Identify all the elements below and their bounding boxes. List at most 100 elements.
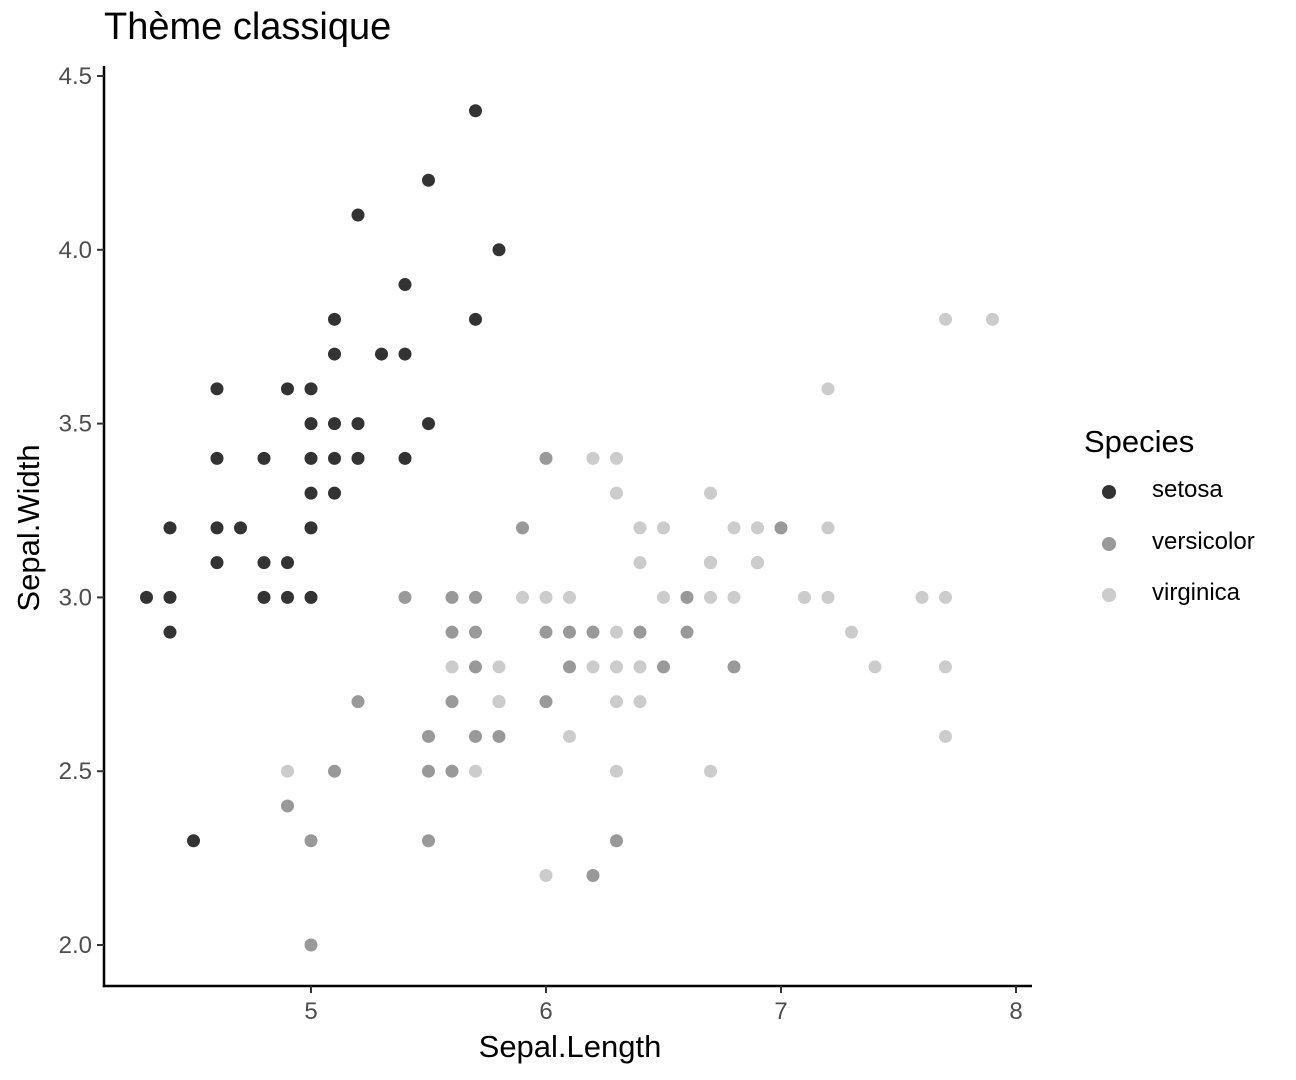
point-versicolor bbox=[586, 868, 600, 882]
point-virginica bbox=[539, 868, 553, 882]
point-setosa bbox=[328, 347, 341, 361]
legend-title: Species bbox=[1084, 424, 1195, 459]
point-setosa bbox=[328, 312, 341, 326]
point-versicolor bbox=[774, 521, 788, 535]
point-virginica bbox=[704, 764, 717, 778]
point-setosa bbox=[304, 417, 318, 431]
point-virginica bbox=[821, 521, 835, 535]
point-versicolor bbox=[727, 660, 741, 674]
point-setosa bbox=[281, 556, 294, 570]
point-virginica bbox=[821, 382, 835, 396]
point-setosa bbox=[187, 834, 200, 848]
point-virginica bbox=[610, 486, 623, 500]
y-tick-label: 2.5 bbox=[59, 758, 92, 785]
point-setosa bbox=[304, 486, 318, 500]
point-setosa bbox=[257, 590, 271, 604]
x-axis-ticks: 5 6 7 8 bbox=[304, 986, 1023, 1025]
point-virginica bbox=[704, 590, 717, 604]
point-setosa bbox=[210, 521, 224, 535]
point-versicolor bbox=[633, 625, 647, 639]
point-virginica bbox=[751, 521, 764, 535]
point-versicolor bbox=[586, 625, 600, 639]
y-axis-ticks: 2.0 2.5 3.0 3.5 4.0 4.5 bbox=[59, 63, 104, 959]
point-virginica bbox=[939, 590, 952, 604]
point-versicolor bbox=[328, 764, 341, 778]
point-virginica bbox=[563, 729, 576, 743]
legend: Species setosa versicolor virginica bbox=[1084, 424, 1255, 631]
point-setosa bbox=[257, 451, 271, 465]
point-setosa bbox=[351, 417, 365, 431]
point-virginica bbox=[986, 312, 999, 326]
point-versicolor bbox=[492, 729, 506, 743]
point-setosa bbox=[304, 521, 318, 535]
y-tick-label: 3.5 bbox=[59, 411, 92, 438]
point-versicolor bbox=[469, 729, 482, 743]
point-virginica bbox=[704, 556, 717, 570]
x-tick-label: 7 bbox=[774, 998, 787, 1025]
point-virginica bbox=[727, 521, 741, 535]
point-virginica bbox=[516, 590, 529, 604]
point-setosa bbox=[304, 451, 318, 465]
point-virginica bbox=[539, 590, 553, 604]
point-versicolor bbox=[281, 799, 294, 813]
point-setosa bbox=[469, 312, 482, 326]
point-setosa bbox=[328, 417, 341, 431]
point-versicolor bbox=[445, 625, 459, 639]
legend-item-virginica: virginica bbox=[1084, 579, 1240, 631]
point-versicolor bbox=[563, 660, 576, 674]
point-virginica bbox=[563, 590, 576, 604]
point-virginica bbox=[586, 660, 600, 674]
legend-label-virginica: virginica bbox=[1152, 579, 1241, 606]
point-versicolor bbox=[445, 764, 459, 778]
point-virginica bbox=[727, 590, 741, 604]
point-virginica bbox=[939, 312, 952, 326]
point-virginica bbox=[657, 590, 670, 604]
x-tick-label: 6 bbox=[539, 998, 552, 1025]
point-setosa bbox=[398, 347, 412, 361]
point-versicolor bbox=[422, 729, 435, 743]
y-tick-label: 3.0 bbox=[59, 584, 92, 611]
point-virginica bbox=[633, 521, 647, 535]
y-tick-label: 2.0 bbox=[59, 932, 92, 959]
point-virginica bbox=[492, 660, 506, 674]
chart-title: Thème classique bbox=[104, 6, 392, 48]
point-setosa bbox=[281, 382, 294, 396]
point-versicolor bbox=[469, 590, 482, 604]
point-virginica bbox=[610, 764, 623, 778]
point-setosa bbox=[398, 451, 412, 465]
point-setosa bbox=[328, 486, 341, 500]
point-virginica bbox=[492, 695, 506, 709]
point-versicolor bbox=[304, 834, 318, 848]
legend-marker-virginica bbox=[1102, 588, 1116, 602]
point-setosa bbox=[140, 590, 153, 604]
point-virginica bbox=[845, 625, 858, 639]
point-virginica bbox=[657, 521, 670, 535]
x-tick-label: 8 bbox=[1009, 998, 1022, 1025]
point-virginica bbox=[633, 660, 647, 674]
point-versicolor bbox=[610, 834, 623, 848]
point-versicolor bbox=[469, 625, 482, 639]
point-setosa bbox=[163, 625, 177, 639]
point-setosa bbox=[351, 451, 365, 465]
point-setosa bbox=[351, 208, 365, 222]
point-setosa bbox=[210, 451, 224, 465]
legend-marker-versicolor bbox=[1102, 536, 1116, 551]
point-setosa bbox=[234, 521, 247, 535]
point-virginica bbox=[704, 486, 717, 500]
point-virginica bbox=[868, 660, 882, 674]
point-versicolor bbox=[445, 695, 459, 709]
y-tick-label: 4.5 bbox=[59, 63, 92, 90]
point-virginica bbox=[915, 590, 929, 604]
y-tick-label: 4.0 bbox=[59, 237, 92, 264]
x-axis-label: Sepal.Length bbox=[479, 1029, 662, 1064]
point-virginica bbox=[939, 729, 952, 743]
point-versicolor bbox=[563, 625, 576, 639]
point-virginica bbox=[586, 451, 600, 465]
point-versicolor bbox=[680, 590, 694, 604]
legend-marker-setosa bbox=[1102, 485, 1116, 499]
point-versicolor bbox=[469, 660, 482, 674]
point-setosa bbox=[328, 451, 341, 465]
point-setosa bbox=[375, 347, 388, 361]
point-setosa bbox=[422, 417, 435, 431]
legend-item-versicolor: versicolor bbox=[1084, 528, 1255, 580]
